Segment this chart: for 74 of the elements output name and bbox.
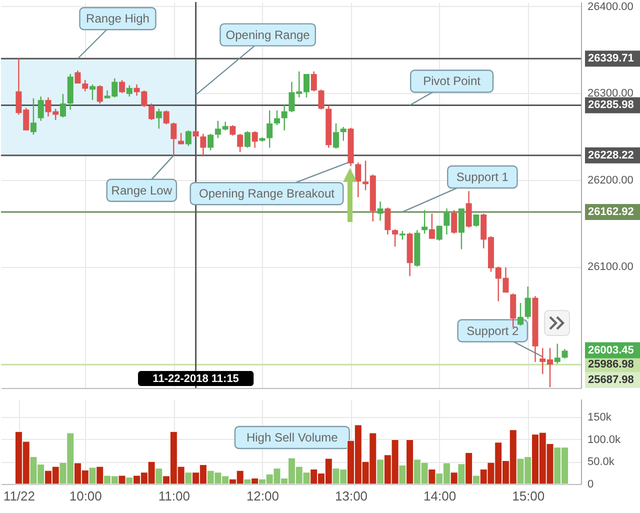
annotation: Support 2 (466, 324, 519, 338)
candlestick (90, 84, 96, 101)
candlestick (38, 96, 44, 122)
candlestick (466, 190, 472, 228)
annotation: Range Low (111, 183, 172, 198)
candlestick (422, 210, 428, 234)
candlestick (244, 130, 250, 148)
text: 25687.98 (588, 374, 634, 386)
ref-line-label: 26339.71 (588, 52, 634, 65)
candlestick (517, 302, 524, 326)
annotation: 26003.45 (588, 344, 634, 356)
candlestick (310, 70, 317, 92)
ref-line-label: 26228.22 (588, 149, 634, 162)
candlestick (451, 210, 458, 234)
y-tick-label: 150k (588, 411, 612, 424)
candlestick (30, 98, 36, 136)
candlestick (148, 102, 155, 121)
ref-line-label: 26285.98 (588, 99, 634, 112)
x-tick-label: 11/22 (3, 488, 35, 504)
candlestick (178, 132, 184, 145)
annotation: Opening Range Breakout (199, 186, 336, 201)
candlestick (473, 214, 480, 228)
y-tick-label: 26100.00 (588, 261, 634, 274)
candlestick (355, 162, 362, 198)
candlestick (200, 133, 206, 157)
candlestick (230, 124, 236, 136)
ref-line-label: 26162.92 (588, 206, 634, 218)
y-tick-label: 50.0k (588, 456, 615, 468)
x-tick-label: 14:00 (424, 488, 456, 504)
candlestick (126, 84, 132, 98)
candlestick (119, 79, 126, 94)
candlestick (274, 110, 280, 126)
candlestick (170, 122, 177, 156)
candlestick (208, 133, 214, 151)
x-tick-label: 11:00 (158, 488, 190, 504)
candlestick (156, 108, 162, 130)
candlestick (163, 110, 170, 125)
candlestick (554, 343, 560, 364)
candlestick (340, 126, 346, 142)
candlestick (60, 93, 66, 118)
x-tick-label: 12:00 (246, 488, 279, 504)
candlestick (524, 286, 531, 320)
candlestick (333, 122, 340, 150)
candlestick (281, 104, 288, 131)
x-tick-label: 10:00 (69, 488, 102, 504)
candlestick (562, 348, 568, 360)
x-tick-label: 13:00 (335, 488, 368, 504)
candlestick (82, 79, 88, 92)
candlestick (252, 130, 258, 148)
candlestick (384, 206, 391, 236)
annotation: Opening Range (226, 28, 310, 42)
candlestick (266, 110, 273, 148)
y-tick-label: 26200.00 (588, 174, 634, 186)
candlestick (428, 213, 435, 240)
annotation: Support 1 (456, 170, 509, 184)
candlestick (436, 225, 442, 242)
y-tick-label: 26400.00 (588, 0, 634, 13)
candlestick (377, 200, 384, 222)
candlestick (74, 70, 81, 84)
candlestick (318, 89, 324, 110)
candlestick (444, 208, 450, 236)
candlestick (237, 133, 244, 153)
y-tick-label: 26300.00 (588, 88, 634, 100)
annotation: Range High (86, 12, 150, 26)
ref-line-label: 25986.98 (588, 358, 634, 371)
ref-line-label: 11-22-2018 11:15 (152, 373, 239, 385)
candlestick (392, 228, 398, 248)
candlestick (185, 130, 192, 147)
x-tick-label: 15:00 (512, 488, 545, 504)
y-tick-label: 100.0k (588, 434, 622, 446)
annotation: Pivot Point (423, 74, 482, 88)
y-tick-label: 0 (588, 478, 594, 490)
candlestick (96, 84, 103, 104)
annotation: High Sell Volume (246, 430, 338, 444)
